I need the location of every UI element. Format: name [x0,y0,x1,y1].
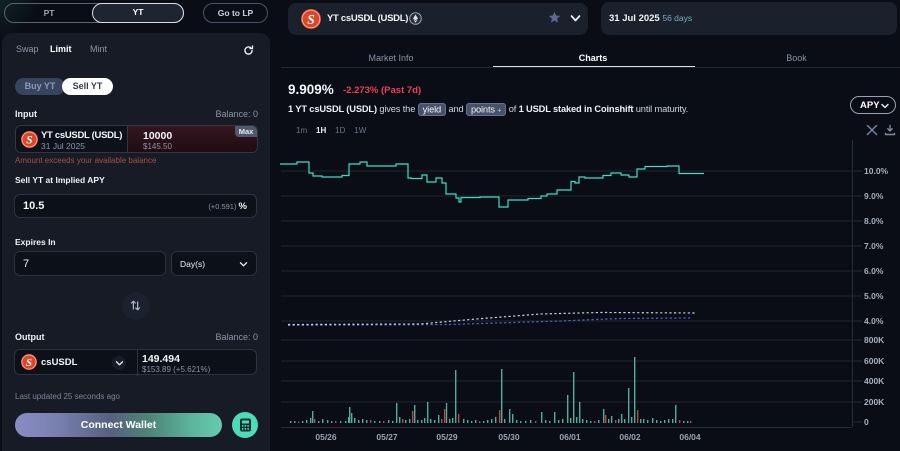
svg-text:8.0%: 8.0% [864,216,884,226]
svg-text:7.0%: 7.0% [864,241,884,251]
svg-text:06/02: 06/02 [619,432,641,442]
svg-text:0: 0 [864,417,869,427]
svg-text:9.0%: 9.0% [864,191,884,201]
svg-text:05/26: 05/26 [315,432,337,442]
svg-text:06/01: 06/01 [559,432,581,442]
svg-text:05/30: 05/30 [498,432,520,442]
svg-text:5.0%: 5.0% [864,291,884,301]
svg-text:4.0%: 4.0% [864,316,884,326]
svg-text:800K: 800K [864,335,885,345]
svg-text:600K: 600K [864,356,885,366]
svg-text:S: S [26,357,32,369]
svg-text:S: S [307,12,315,27]
svg-text:200K: 200K [864,397,885,407]
svg-text:05/29: 05/29 [436,432,458,442]
svg-text:06/04: 06/04 [679,432,701,442]
svg-text:400K: 400K [864,376,885,386]
svg-text:6.0%: 6.0% [864,266,884,276]
svg-text:10.0%: 10.0% [864,166,889,176]
svg-text:05/27: 05/27 [376,432,398,442]
svg-text:S: S [26,135,32,147]
